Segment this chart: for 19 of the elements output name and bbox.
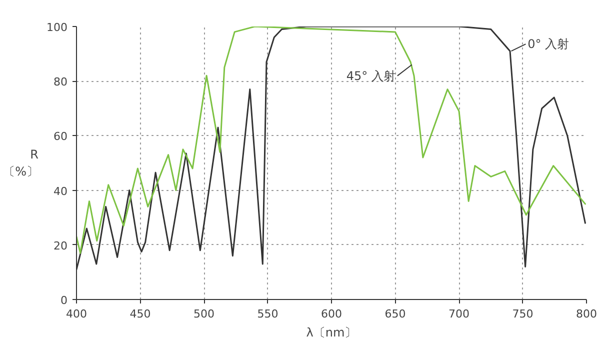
annotation: 0° 入射 bbox=[528, 37, 570, 52]
y-tick-label: 80 bbox=[54, 76, 68, 89]
annotation: 45° 入射 bbox=[346, 68, 396, 83]
x-tick-label: 700 bbox=[448, 308, 470, 320]
x-tick-label: 600 bbox=[321, 308, 342, 320]
y-tick-label: 0 bbox=[60, 294, 68, 307]
y-tick-label: 60 bbox=[54, 130, 68, 144]
x-tick-label: 500 bbox=[194, 308, 214, 320]
y-tick-label: 40 bbox=[54, 184, 68, 198]
x-tick-label: 550 bbox=[257, 308, 278, 320]
x-axis-title: λ〔nm〕 bbox=[306, 326, 357, 340]
x-tick-label: 800 bbox=[576, 308, 597, 320]
y-tick-label: 100 bbox=[46, 21, 68, 34]
x-tick-label: 450 bbox=[130, 308, 151, 320]
y-tick-label: 20 bbox=[54, 239, 68, 252]
x-tick-label: 750 bbox=[512, 308, 534, 320]
y-axis-title: R 〔%〕 bbox=[3, 148, 39, 178]
x-tick-label: 650 bbox=[384, 308, 406, 320]
x-tick-label: 400 bbox=[66, 308, 87, 320]
